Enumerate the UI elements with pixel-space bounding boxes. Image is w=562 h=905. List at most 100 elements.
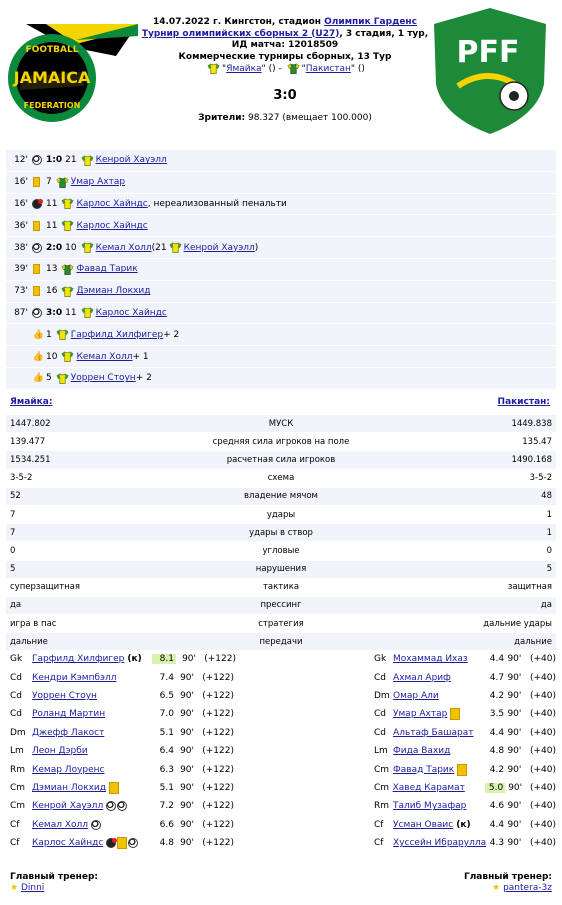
player-link[interactable]: Хуссейн Ибрарулла [393,838,487,849]
assist-player-link[interactable]: Кенрой Хауэлл [183,242,255,253]
player-rating: 4.4 [489,819,505,830]
player-link[interactable]: Карлос Хайндс [32,838,104,849]
away-coach: Главный тренер: ★ pantera-3z [464,872,552,893]
player-link[interactable]: Омар Али [393,690,439,701]
player-link[interactable]: Кемал Холл [76,351,133,362]
missed-penalty-icon [106,838,118,849]
match-info: 14.07.2022 г. Кингстон, стадион Олимпик … [140,17,430,125]
stat-row: 1447.802 МУСК 1449.838 [6,415,556,434]
player-link[interactable]: Леон Дэрби [32,746,88,757]
player-link[interactable]: Гарфилд Хилфигер [70,329,164,340]
player-rating: 4.8 [489,746,505,757]
player-link[interactable]: Кенрой Хауэлл [95,155,167,166]
home-coach-link[interactable]: Dinni [20,883,45,893]
player-minutes: 90' [180,819,194,830]
away-coach-link[interactable]: pantera-3z [503,883,552,893]
player-plus: (+122) [202,764,234,775]
player-link[interactable]: Усман Оваис [393,819,454,830]
player-rating: 6.3 [159,764,174,775]
home-team-stats-link[interactable]: Ямайка: [10,397,53,407]
player-row: Cd Кендри Кэмпбэлл 7.4 90' (+122) [6,668,276,686]
player-row: Cf Хуссейн Ибрарулла 4.3 90' (+40) [370,834,556,852]
event-extra: (21 [151,242,167,253]
player-name-cell: Фавад Тарик [393,763,485,776]
green-shirt-icon [287,63,300,74]
yellow-shirt-icon [207,63,220,74]
player-name-cell: Уоррен Стоун [32,691,152,701]
player-minutes: 90' [508,782,523,793]
player-link[interactable]: Кендри Кэмпбэлл [32,672,117,683]
player-link[interactable]: Кенрой Хауэлл [32,801,104,812]
player-link[interactable]: Умар Ахтар [393,709,448,720]
player-name-cell: Кенрой Хауэлл [32,801,152,812]
event-text: 16 Дэмиан Локхид [43,286,150,297]
player-number: 11 [65,307,77,318]
player-link[interactable]: Умар Ахтар [70,177,126,188]
player-link[interactable]: Ахмал Ариф [393,672,451,683]
player-row: Cf Кемал Холл 6.6 90' (+122) [6,816,276,834]
player-position: Lm [374,746,388,757]
player-position: Lm [10,746,24,757]
player-link[interactable]: Фида Вахид [393,746,451,757]
player-position: Rm [10,764,26,775]
player-link[interactable]: Карлос Хайндс [76,198,148,209]
player-plus: (+40) [529,746,556,757]
coach-label: Главный тренер: [10,872,99,882]
player-link[interactable]: Фавад Тарик [76,264,138,275]
yellow-card-icon [117,837,128,850]
player-link[interactable]: Талиб Музафар [393,801,467,812]
home-coach: Главный тренер: ★ Dinni [10,872,98,893]
player-name-cell: Хавед Карамат [393,783,485,793]
player-link[interactable]: Дэмиан Локхид [76,286,151,297]
player-minutes: 90' [507,672,522,683]
player-minutes: 90' [507,727,522,738]
player-plus: (+122) [202,782,234,793]
away-team-link[interactable]: Пакистан [305,64,351,74]
player-plus: (+40) [529,819,556,830]
player-link[interactable]: Альтаф Башарат [393,727,474,738]
player-link[interactable]: Джефф Лакост [32,727,105,738]
jamaica-federation-logo: JAMAICA FOOTBALL FEDERATION [8,24,138,122]
event-row: 16' 7 Умар Ахтар [6,171,556,194]
player-link[interactable]: Мохаммад Ихаз [393,654,468,665]
stat-row: игра в пас стратегия дальние удары [6,615,556,634]
player-link[interactable]: Карлос Хайндс [76,220,148,231]
player-link[interactable]: Фавад Тарик [393,764,455,775]
event-row: 87' 3:0 11 Карлос Хайндс [6,302,556,325]
player-link[interactable]: Гарфилд Хилфигер [32,654,125,665]
player-row: Cf Усман Оваис (к) 4.4 90' (+40) [370,816,556,834]
player-number: 1 [46,329,52,340]
player-position: Cf [10,838,20,849]
stat-home-value: 1447.802 [10,418,51,429]
stat-home-value: 1534.251 [10,454,51,465]
yellow-shirt-icon [169,242,182,253]
player-link[interactable]: Хавед Карамат [392,782,465,793]
player-row: Dm Омар Али 4.2 90' (+40) [370,687,556,705]
player-position: Cf [10,819,20,830]
player-link[interactable]: Уоррен Стоун [32,690,97,701]
ball-icon [31,307,42,318]
event-minute: 16' [14,198,28,209]
tournament-link[interactable]: Турнир олимпийских сборных 2 (U27) [141,28,340,39]
player-minutes: 90' [180,838,194,849]
stat-home-value: 5 [10,564,16,575]
stat-home-value: 139.477 [10,436,46,447]
player-link[interactable]: Уоррен Стоун [70,373,136,384]
player-link[interactable]: Кемар Лоуренс [32,764,105,775]
player-link[interactable]: Роланд Мартин [32,709,106,720]
player-link[interactable]: Кемал Холл [95,242,152,253]
player-number: 11 [46,220,58,231]
home-team-link[interactable]: Ямайка [226,64,262,74]
player-row: Rm Кемар Лоуренс 6.3 90' (+122) [6,760,276,778]
stat-label: стратегия [258,618,304,629]
player-plus: (+40) [529,672,556,683]
player-link[interactable]: Карлос Хайндс [95,307,167,318]
player-link[interactable]: Кемал Холл [32,819,89,830]
away-team-stats-link[interactable]: Пакистан: [497,397,550,407]
player-minutes: 90' [507,819,522,830]
player-link[interactable]: Дэмиан Локхид [32,782,106,793]
player-position: Cm [10,801,26,812]
yellow-shirt-icon [81,242,94,253]
stadium-link[interactable]: Олимпик Гарденс [324,17,417,27]
player-position: Cf [374,838,384,849]
